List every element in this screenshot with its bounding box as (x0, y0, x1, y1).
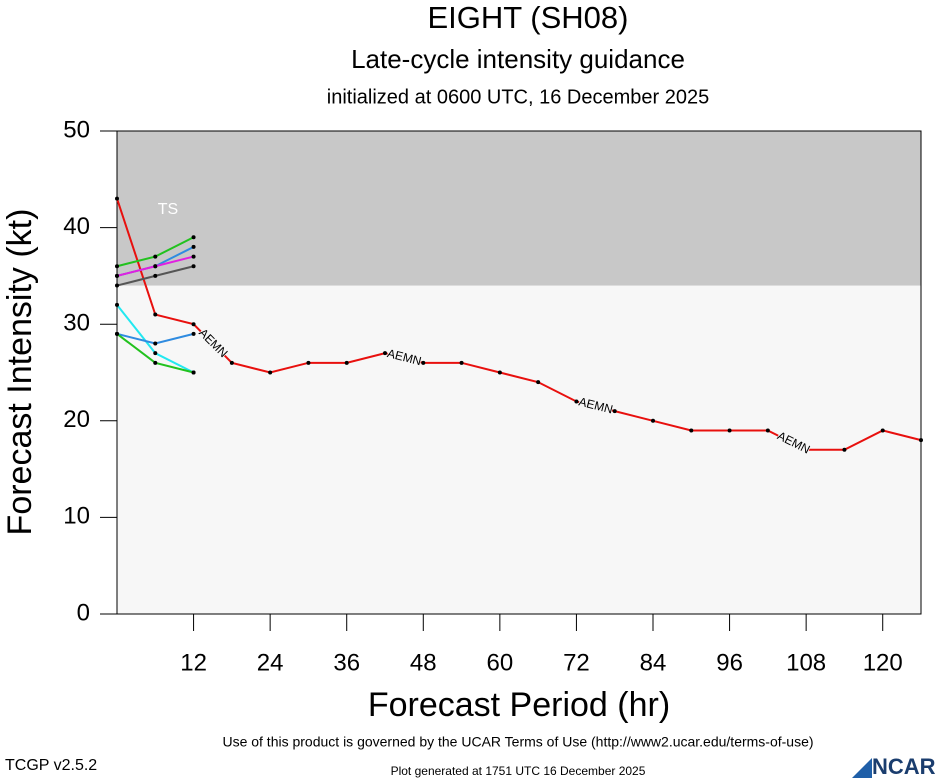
forecast-point (268, 370, 273, 375)
forecast-point (191, 254, 196, 259)
plot-frame (116, 130, 922, 615)
forecast-point (153, 341, 158, 346)
x-tick-label: 120 (863, 649, 903, 676)
x-tick-label: 84 (640, 649, 667, 676)
x-tick-label: 96 (716, 649, 743, 676)
forecast-point (574, 399, 579, 404)
y-tick-label: 20 (63, 406, 90, 433)
generated-time: Plot generated at 1751 UTC 16 December 2… (391, 764, 646, 778)
forecast-point (191, 322, 196, 327)
chart-title: EIGHT (SH08) (428, 0, 629, 35)
forecast-point (115, 264, 119, 269)
band-label: TS (158, 201, 178, 218)
x-tick-label: 12 (180, 649, 207, 676)
forecast-point (765, 428, 770, 433)
forecast-point (153, 254, 158, 259)
x-tick-label: 72 (563, 649, 590, 676)
x-tick-label: 24 (257, 649, 284, 676)
y-tick-label: 0 (77, 599, 90, 626)
forecast-point (421, 360, 426, 365)
forecast-point (115, 331, 119, 336)
forecast-point (191, 244, 196, 249)
forecast-point (191, 235, 196, 240)
footer-terms: Use of this product is governed by the U… (222, 734, 813, 750)
x-tick-label: 48 (410, 649, 437, 676)
forecast-point (459, 360, 464, 365)
forecast-point (842, 447, 847, 452)
forecast-point (727, 428, 732, 433)
label-knockout (577, 396, 614, 417)
x-tick-label: 36 (333, 649, 360, 676)
forecast-point (383, 351, 387, 356)
forecast-point (153, 351, 158, 356)
forecast-point (115, 302, 119, 307)
forecast-point (191, 331, 196, 336)
forecast-point (153, 360, 158, 365)
y-axis-label: Forecast Intensity (kt) (1, 209, 39, 536)
forecast-point (115, 273, 119, 278)
label-knockout (196, 327, 229, 360)
x-tick-label: 108 (786, 649, 826, 676)
forecast-point (153, 312, 158, 317)
forecast-point (191, 370, 196, 375)
forecast-point (612, 409, 617, 414)
label-knockout (386, 348, 423, 368)
forecast-point (115, 196, 119, 201)
logo-mark (852, 758, 872, 778)
logo: NCAR (872, 754, 936, 779)
chart-subtitle: Late-cycle intensity guidance (351, 44, 685, 74)
x-tick-label: 60 (487, 649, 514, 676)
y-tick-label: 10 (63, 503, 90, 530)
forecast-point (689, 428, 694, 433)
x-axis-label: Forecast Period (hr) (368, 686, 670, 724)
y-tick-label: 50 (63, 116, 90, 143)
forecast-point (536, 380, 541, 385)
forecast-point (153, 273, 158, 278)
version: TCGP v2.5.2 (5, 757, 97, 774)
forecast-point (229, 360, 234, 365)
forecast-point (306, 360, 311, 365)
y-tick-label: 40 (63, 213, 90, 240)
init-time: initialized at 0600 UTC, 16 December 202… (327, 86, 709, 108)
forecast-point (344, 360, 349, 365)
label-knockout (775, 430, 812, 457)
forecast-point (497, 370, 502, 375)
forecast-point (919, 438, 923, 443)
forecast-point (651, 418, 655, 423)
intensity-band (117, 131, 921, 286)
y-tick-label: 30 (63, 310, 90, 337)
forecast-point (115, 283, 119, 288)
forecast-point (191, 264, 196, 269)
forecast-point (153, 264, 158, 269)
forecast-point (880, 428, 885, 433)
